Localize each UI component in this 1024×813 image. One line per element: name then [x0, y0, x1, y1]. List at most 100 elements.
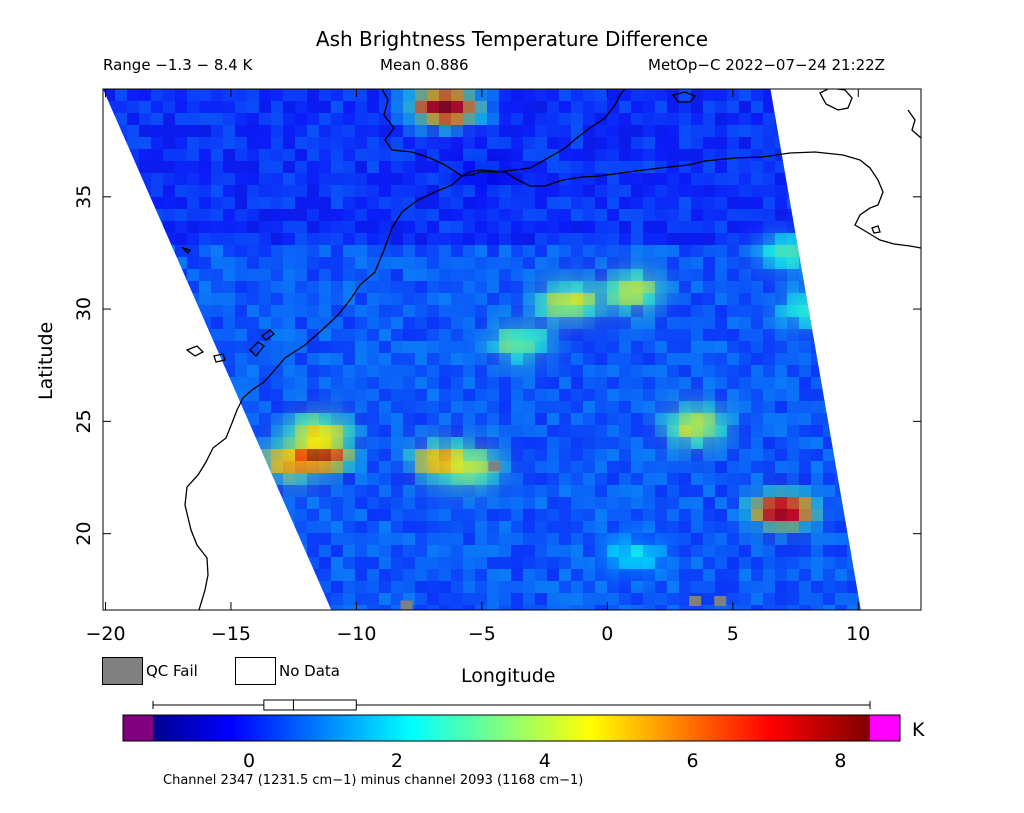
heatmap-cell: [211, 437, 223, 449]
heatmap-cell: [811, 545, 823, 557]
heatmap-cell: [811, 305, 823, 317]
heatmap-cell: [271, 137, 283, 149]
heatmap-cell: [691, 317, 703, 329]
heatmap-cell: [475, 593, 487, 605]
heatmap-cell: [595, 281, 607, 293]
heatmap-cell: [607, 605, 619, 610]
heatmap-cell: [679, 185, 691, 197]
heatmap-cell: [559, 353, 571, 365]
heatmap-cell: [751, 377, 763, 389]
heatmap-cell: [799, 605, 811, 610]
heatmap-cell: [859, 101, 861, 113]
heatmap-cell: [907, 557, 919, 569]
heatmap-cell: [103, 173, 115, 185]
heatmap-cell: [907, 293, 919, 305]
heatmap-cell: [703, 281, 715, 293]
heatmap-cell: [727, 209, 739, 221]
heatmap-cell: [367, 281, 379, 293]
heatmap-cell: [475, 209, 487, 221]
heatmap-cell: [379, 389, 391, 401]
heatmap-cell: [511, 581, 523, 593]
heatmap-cell: [715, 605, 727, 610]
heatmap-cell: [127, 581, 139, 593]
heatmap-cell: [751, 605, 763, 610]
heatmap-cell: [139, 305, 151, 317]
heatmap-cell: [199, 341, 211, 353]
heatmap-cell: [451, 413, 463, 425]
heatmap-cell: [559, 365, 571, 377]
heatmap-cell: [535, 485, 547, 497]
heatmap-cell: [247, 329, 259, 341]
heatmap-cell: [667, 605, 679, 610]
heatmap-cell: [571, 173, 583, 185]
heatmap-cell: [415, 233, 427, 245]
heatmap-cell: [175, 389, 187, 401]
heatmap-cell: [319, 569, 331, 581]
heatmap-cell: [607, 377, 619, 389]
heatmap-cell: [379, 377, 391, 389]
heatmap-cell: [331, 497, 343, 509]
heatmap-cell: [571, 485, 583, 497]
heatmap-cell: [163, 377, 175, 389]
heatmap-cell: [139, 125, 151, 137]
heatmap-cell: [835, 437, 847, 449]
x-tick-label: 0: [601, 623, 613, 645]
heatmap-cell: [439, 185, 451, 197]
heatmap-cell: [763, 197, 775, 209]
heatmap-cell: [259, 317, 271, 329]
heatmap-cell: [703, 569, 715, 581]
heatmap-cell: [763, 329, 775, 341]
heatmap-cell: [643, 509, 655, 521]
heatmap-cell: [607, 245, 619, 257]
heatmap-cell: [571, 437, 583, 449]
heatmap-cell: [403, 257, 415, 269]
heatmap-cell: [115, 197, 127, 209]
heatmap-cell: [763, 173, 775, 185]
heatmap-cell: [199, 185, 211, 197]
heatmap-cell: [415, 497, 427, 509]
heatmap-cell: [211, 89, 223, 101]
heatmap-cell: [283, 569, 295, 581]
heatmap-cell: [151, 377, 163, 389]
heatmap-cell: [451, 449, 463, 461]
heatmap-cell: [283, 197, 295, 209]
heatmap-cell: [619, 461, 631, 473]
heatmap-cell: [235, 233, 247, 245]
heatmap-cell: [895, 425, 907, 437]
heatmap-cell: [763, 245, 775, 257]
heatmap-cell: [295, 257, 307, 269]
heatmap-cell: [535, 389, 547, 401]
heatmap-cell: [583, 113, 595, 125]
heatmap-cell: [727, 449, 739, 461]
heatmap-cell: [907, 269, 919, 281]
heatmap-cell: [439, 257, 451, 269]
heatmap-cell: [319, 245, 331, 257]
heatmap-cell: [259, 305, 271, 317]
heatmap-cell: [799, 197, 811, 209]
heatmap-cell: [487, 593, 499, 605]
heatmap-cell: [331, 173, 343, 185]
heatmap-cell: [559, 593, 571, 605]
heatmap-cell: [355, 425, 367, 437]
heatmap-cell: [739, 485, 751, 497]
heatmap-cell: [139, 365, 151, 377]
heatmap-cell: [559, 317, 571, 329]
heatmap-cell: [499, 353, 511, 365]
heatmap-cell: [547, 305, 559, 317]
heatmap-cell: [811, 509, 823, 521]
heatmap-cell: [559, 161, 571, 173]
heatmap-cell: [703, 149, 715, 161]
heatmap-cell: [907, 317, 919, 329]
heatmap-cell: [631, 377, 643, 389]
heatmap-cell: [331, 245, 343, 257]
heatmap-cell: [127, 353, 139, 365]
heatmap-cell: [703, 113, 715, 125]
heatmap-cell: [439, 485, 451, 497]
heatmap-cell: [571, 161, 583, 173]
heatmap-cell: [487, 545, 499, 557]
heatmap-cell: [679, 473, 691, 485]
heatmap-cell: [571, 569, 583, 581]
heatmap-cell: [739, 449, 751, 461]
heatmap-cell: [907, 161, 919, 173]
heatmap-cell: [643, 401, 655, 413]
